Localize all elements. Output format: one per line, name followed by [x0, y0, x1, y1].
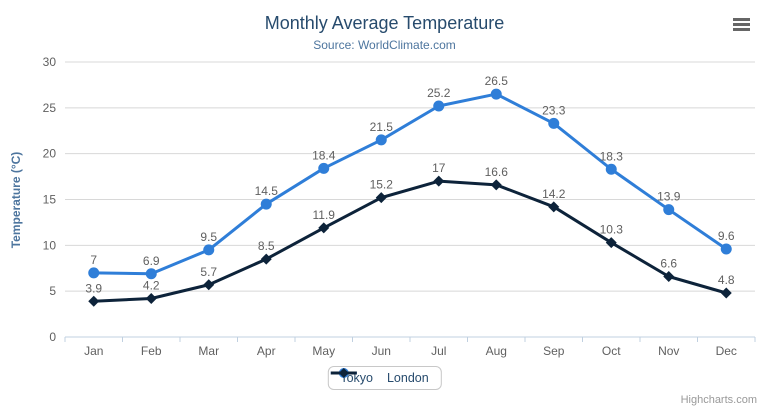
data-label: 10.3: [600, 223, 624, 237]
x-axis-label: Dec: [716, 344, 737, 358]
y-axis-label: 15: [43, 193, 57, 207]
x-axis-label: Nov: [658, 344, 679, 358]
data-label: 13.9: [657, 190, 681, 204]
x-axis-label: Aug: [486, 344, 507, 358]
data-label: 9.5: [200, 230, 217, 244]
data-label: 6.6: [660, 257, 677, 271]
data-point-marker[interactable]: [203, 279, 215, 291]
y-axis-label: 20: [43, 147, 57, 161]
data-point-marker[interactable]: [88, 267, 100, 279]
data-point-marker[interactable]: [145, 293, 157, 304]
data-point-marker[interactable]: [203, 244, 215, 256]
data-label: 6.9: [143, 254, 160, 268]
x-axis-label: Jul: [431, 344, 446, 358]
data-point-marker[interactable]: [318, 222, 330, 234]
data-label: 3.9: [85, 281, 102, 295]
y-axis-label: 25: [43, 101, 57, 115]
x-axis-label: Jun: [372, 344, 391, 358]
data-point-marker[interactable]: [605, 237, 617, 249]
data-label: 9.6: [718, 229, 735, 243]
x-axis-label: May: [312, 344, 335, 358]
data-point-marker[interactable]: [548, 201, 560, 213]
data-label: 23.3: [542, 103, 566, 117]
hamburger-icon: [733, 18, 750, 21]
highcharts-credits-link[interactable]: Highcharts.com: [680, 394, 757, 406]
chart-title: Monthly Average Temperature: [264, 13, 505, 33]
x-axis-label: Mar: [198, 344, 219, 358]
data-label: 7: [90, 253, 97, 267]
data-point-marker[interactable]: [663, 204, 675, 216]
hamburger-icon: [733, 23, 750, 26]
data-label: 16.6: [485, 165, 509, 179]
data-point-marker[interactable]: [433, 175, 445, 187]
x-axis-label: Sep: [543, 344, 565, 358]
data-point-marker[interactable]: [318, 162, 330, 174]
data-label: 5.7: [200, 265, 217, 279]
data-label: 4.2: [143, 279, 160, 293]
data-point-marker[interactable]: [375, 134, 387, 146]
data-label: 18.3: [600, 149, 624, 163]
data-label: 26.5: [485, 74, 509, 88]
data-point-marker[interactable]: [490, 179, 502, 191]
legend-item-london[interactable]: London: [330, 368, 429, 385]
series-line-london[interactable]: [92, 179, 728, 303]
data-point-marker[interactable]: [720, 243, 732, 255]
data-label: 14.2: [542, 187, 566, 201]
data-point-marker[interactable]: [260, 253, 272, 265]
data-label: 17: [432, 161, 446, 175]
y-axis-label: 0: [49, 330, 56, 344]
y-axis-label: 30: [43, 55, 57, 69]
x-axis-label: Jan: [84, 344, 103, 358]
data-label: 21.5: [370, 120, 394, 134]
data-point-marker[interactable]: [490, 88, 502, 100]
data-point-marker[interactable]: [145, 268, 157, 280]
y-axis-label: 5: [49, 284, 56, 298]
data-point-marker[interactable]: [720, 287, 732, 299]
y-axis-label: 10: [43, 238, 57, 252]
data-label: 11.9: [313, 208, 336, 222]
data-point-marker[interactable]: [375, 192, 387, 204]
data-point-marker[interactable]: [260, 198, 272, 210]
x-axis-label: Feb: [141, 344, 162, 358]
x-axis-label: Apr: [257, 344, 276, 358]
x-axis-label: Oct: [602, 344, 621, 358]
export-menu-button[interactable]: [733, 18, 750, 31]
data-label: 15.2: [370, 178, 394, 192]
legend-label-london: London: [386, 371, 429, 385]
legend: Tokyo London: [327, 366, 442, 390]
hamburger-icon: [733, 28, 750, 31]
data-label: 4.8: [718, 273, 735, 287]
data-label: 8.5: [258, 239, 275, 253]
data-point-marker[interactable]: [433, 100, 445, 112]
data-label: 25.2: [427, 86, 451, 100]
chart-subtitle: Source: WorldClimate.com: [313, 38, 456, 52]
y-axis-title: Temperature (°C): [9, 151, 23, 249]
data-point-marker[interactable]: [605, 163, 617, 175]
data-point-marker[interactable]: [548, 117, 560, 129]
data-label: 18.4: [312, 148, 336, 162]
london-line-diamond-marker-icon: [330, 368, 357, 378]
series-line-tokyo[interactable]: [92, 92, 728, 276]
data-point-marker[interactable]: [88, 295, 100, 307]
data-label: 14.5: [255, 184, 279, 198]
data-point-marker[interactable]: [663, 271, 675, 282]
